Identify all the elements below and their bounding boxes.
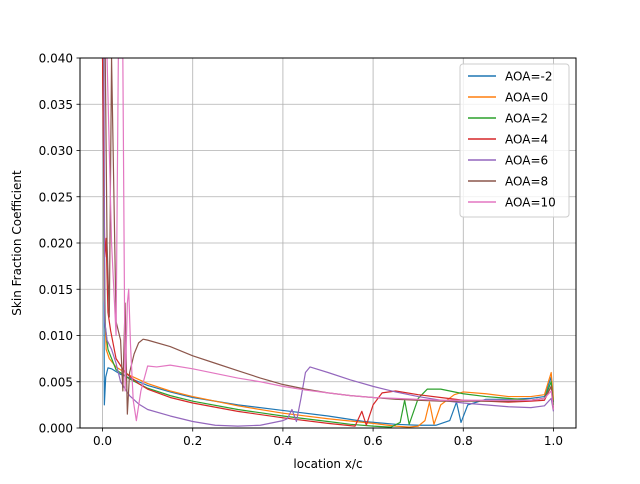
x-tick-label: 0.4 (273, 434, 292, 448)
x-tick-label: 0.2 (183, 434, 202, 448)
legend-box (459, 63, 570, 218)
y-tick-label: 0.020 (39, 237, 73, 251)
series-line-3 (101, 58, 555, 428)
y-axis-label: Skin Fraction Coefficient (10, 170, 24, 316)
y-tick-label: 0.030 (39, 144, 73, 158)
y-tick-label: 0.040 (39, 52, 73, 66)
x-tick-label: 1.0 (544, 434, 563, 448)
y-axis: 0.000 0.005 0.010 0.015 0.020 0.025 0.030 0.035… (39, 52, 80, 436)
legend-label: AOA=0 (505, 91, 548, 105)
series-line-5 (102, 58, 555, 427)
series-line-7 (102, 58, 555, 422)
y-tick-label: 0.000 (39, 422, 73, 436)
y-tick-label: 0.015 (39, 283, 73, 297)
legend-label: AOA=8 (505, 175, 548, 189)
y-tick-label: 0.025 (39, 190, 73, 204)
y-tick-label: 0.035 (39, 98, 73, 112)
legend: AOA=-2 AOA=0 AOA=2 AOA=4 AOA=6 AOA=8 AOA=10 (459, 63, 570, 218)
series-line-1 (101, 58, 555, 426)
x-axis-label: location x/c (293, 457, 362, 471)
y-tick-label: 0.010 (39, 329, 73, 343)
x-axis: 0.0 0.2 0.4 0.6 0.8 1.0 (93, 428, 563, 448)
y-tick-label: 0.005 (39, 375, 73, 389)
series-layer (101, 58, 555, 428)
legend-label: AOA=-2 (505, 70, 552, 84)
x-tick-label: 0.8 (454, 434, 473, 448)
x-tick-label: 0.6 (364, 434, 383, 448)
x-tick-label: 0.0 (93, 434, 112, 448)
legend-label: AOA=10 (505, 196, 556, 210)
series-line-6 (103, 58, 555, 415)
legend-label: AOA=6 (505, 154, 548, 168)
legend-label: AOA=2 (505, 112, 548, 126)
legend-label: AOA=4 (505, 133, 548, 147)
